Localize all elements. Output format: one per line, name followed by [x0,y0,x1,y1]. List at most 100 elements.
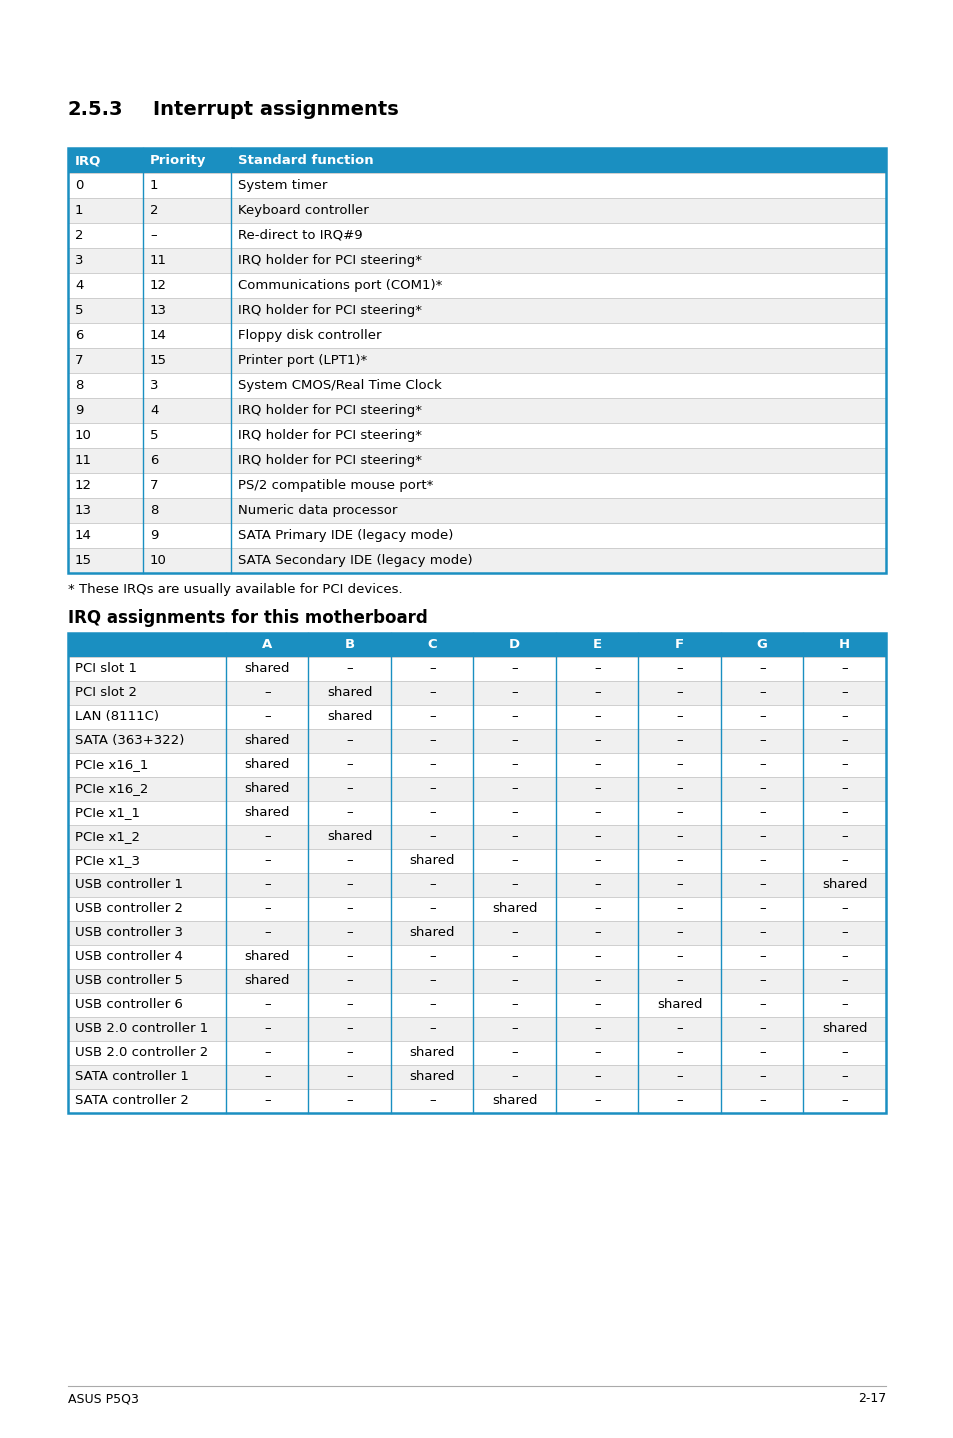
Text: –: – [346,1047,353,1060]
Text: –: – [429,782,436,795]
Text: shared: shared [244,807,290,820]
Text: –: – [676,854,682,867]
Text: D: D [509,638,519,651]
Text: –: – [676,975,682,988]
Text: PS/2 compatible mouse port*: PS/2 compatible mouse port* [237,479,433,492]
Text: –: – [759,663,764,676]
Text: 11: 11 [75,454,91,467]
Text: PCIe x1_2: PCIe x1_2 [75,831,140,844]
Text: shared: shared [244,951,290,963]
Text: –: – [594,1022,600,1035]
Text: –: – [346,663,353,676]
Text: –: – [429,686,436,699]
Text: IRQ: IRQ [75,154,101,167]
Text: –: – [429,758,436,772]
Text: –: – [346,998,353,1011]
Text: –: – [429,951,436,963]
Text: –: – [429,663,436,676]
Text: shared: shared [244,735,290,748]
Bar [68,223,885,247]
Bar [68,633,885,1113]
Text: –: – [429,998,436,1011]
Text: USB controller 5: USB controller 5 [75,975,183,988]
Text: 7: 7 [150,479,158,492]
Text: –: – [759,686,764,699]
Text: –: – [676,926,682,939]
Text: –: – [841,975,847,988]
Text: 2: 2 [150,204,158,217]
Text: 13: 13 [75,503,91,518]
Text: –: – [346,758,353,772]
Text: Numeric data processor: Numeric data processor [237,503,397,518]
Text: –: – [841,1094,847,1107]
Text: –: – [594,854,600,867]
Text: 15: 15 [75,554,91,567]
Bar [68,994,885,1017]
Text: –: – [759,831,764,844]
Text: E: E [592,638,601,651]
Bar [68,777,885,801]
Text: shared: shared [327,686,372,699]
Text: –: – [511,735,517,748]
Text: Priority: Priority [150,154,206,167]
Bar [68,969,885,994]
Text: –: – [676,663,682,676]
Text: IRQ holder for PCI steering*: IRQ holder for PCI steering* [237,255,421,267]
Text: 11: 11 [150,255,167,267]
Bar [68,825,885,848]
Text: –: – [676,710,682,723]
Text: –: – [594,807,600,820]
Bar [68,148,885,572]
Text: shared: shared [409,1070,455,1083]
Text: SATA controller 1: SATA controller 1 [75,1070,189,1083]
Text: Interrupt assignments: Interrupt assignments [152,101,398,119]
Text: C: C [427,638,436,651]
Text: –: – [264,1094,271,1107]
Text: shared: shared [327,710,372,723]
Text: –: – [759,879,764,892]
Text: System timer: System timer [237,178,327,193]
Text: 5: 5 [75,303,84,316]
Text: –: – [841,951,847,963]
Text: 6: 6 [75,329,83,342]
Text: 6: 6 [150,454,158,467]
Bar [68,848,885,873]
Text: –: – [759,1022,764,1035]
Bar [68,298,885,324]
Text: USB controller 1: USB controller 1 [75,879,183,892]
Bar [68,657,885,682]
Text: –: – [676,879,682,892]
Text: SATA Primary IDE (legacy mode): SATA Primary IDE (legacy mode) [237,529,453,542]
Text: –: – [841,903,847,916]
Text: PCIe x1_1: PCIe x1_1 [75,807,140,820]
Text: –: – [759,735,764,748]
Text: 12: 12 [150,279,167,292]
Text: –: – [676,1022,682,1035]
Text: Keyboard controller: Keyboard controller [237,204,369,217]
Text: –: – [429,879,436,892]
Text: –: – [511,758,517,772]
Text: 1: 1 [75,204,84,217]
Text: –: – [346,1022,353,1035]
Bar [68,449,885,473]
Text: 8: 8 [150,503,158,518]
Bar [68,324,885,348]
Text: –: – [511,926,517,939]
Text: –: – [346,975,353,988]
Text: –: – [264,686,271,699]
Bar [68,945,885,969]
Text: 10: 10 [75,429,91,441]
Text: –: – [841,758,847,772]
Text: 10: 10 [150,554,167,567]
Bar [68,1089,885,1113]
Text: –: – [676,686,682,699]
Text: –: – [594,903,600,916]
Bar [68,705,885,729]
Text: –: – [264,926,271,939]
Text: –: – [759,1047,764,1060]
Text: SATA Secondary IDE (legacy mode): SATA Secondary IDE (legacy mode) [237,554,472,567]
Text: –: – [841,710,847,723]
Text: IRQ holder for PCI steering*: IRQ holder for PCI steering* [237,454,421,467]
Text: –: – [841,807,847,820]
Text: 12: 12 [75,479,91,492]
